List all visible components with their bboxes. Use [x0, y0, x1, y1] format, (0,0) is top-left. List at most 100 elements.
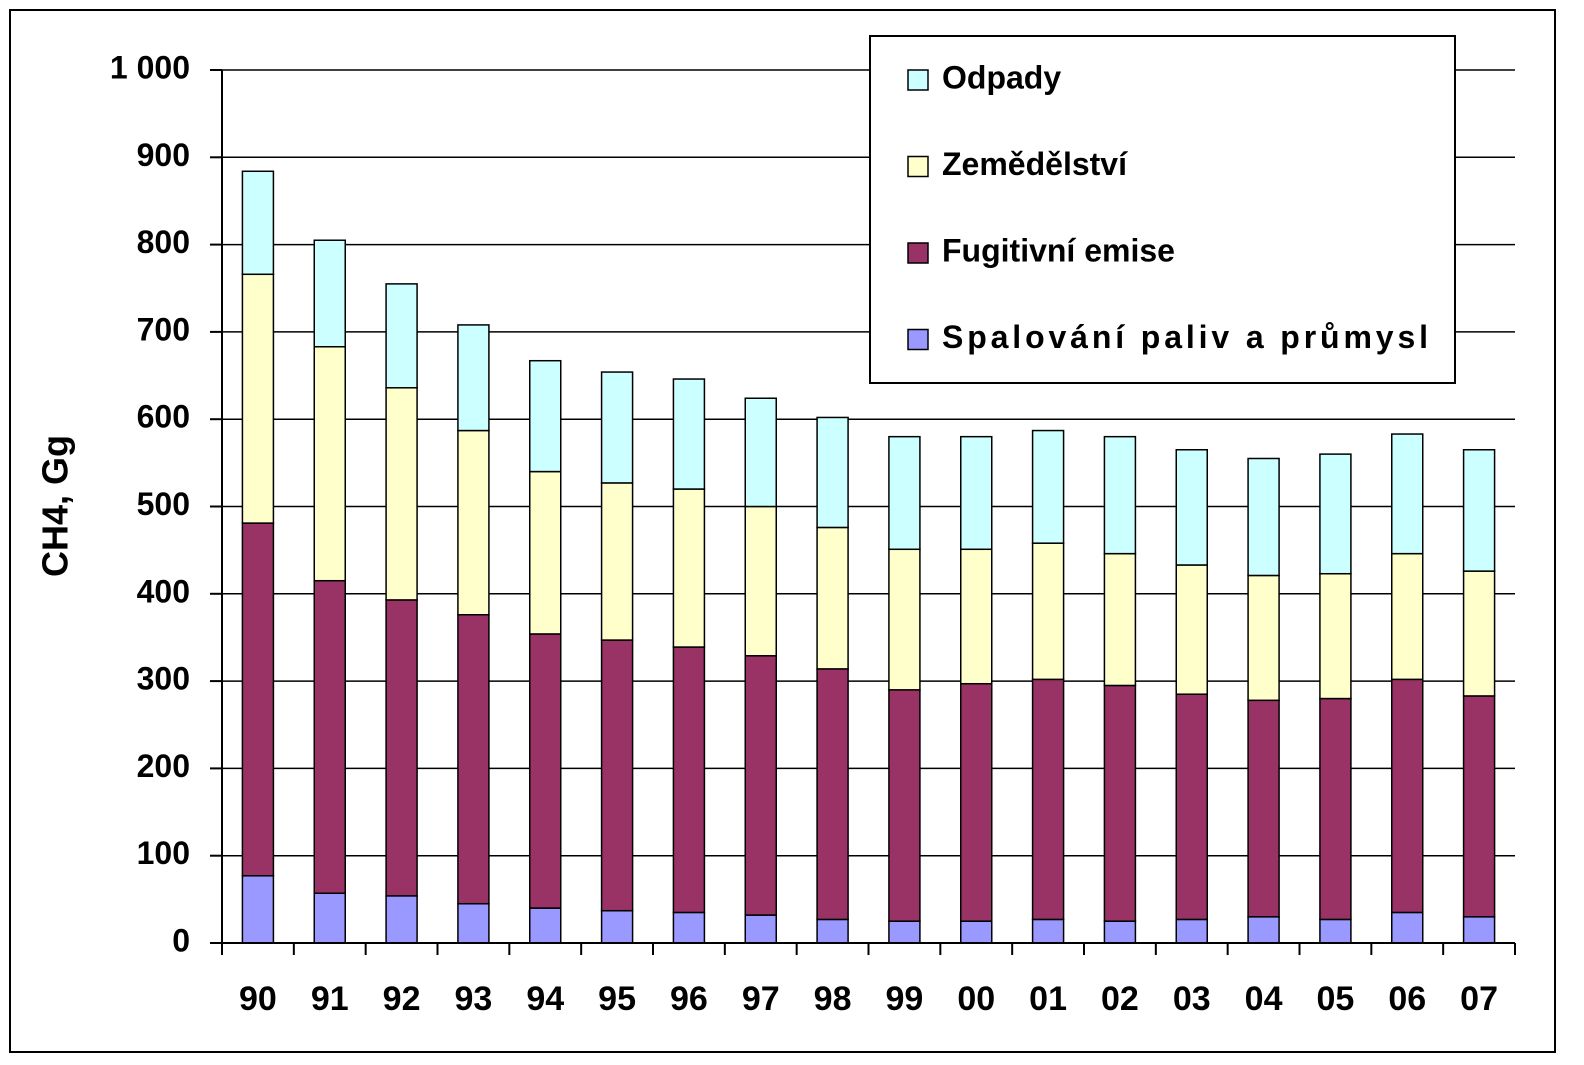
- legend-label: Odpady: [942, 59, 1061, 95]
- bar-segment: [1319, 697, 1352, 921]
- bar-segment: [529, 359, 562, 473]
- bar-segment: [816, 918, 849, 944]
- bar-segment: [241, 170, 275, 276]
- bar-segment: [457, 429, 490, 616]
- bar-segment: [313, 579, 346, 894]
- bar-segment: [1319, 918, 1352, 944]
- x-tick-label: 90: [239, 980, 277, 1018]
- bar-segment: [1103, 435, 1137, 555]
- x-tick-label: 97: [742, 980, 780, 1018]
- y-tick-label: 900: [137, 137, 190, 173]
- bar-segment: [1247, 699, 1280, 918]
- bar-segment: [672, 911, 706, 944]
- x-tick-label: 93: [455, 980, 493, 1018]
- bar-segment: [600, 909, 634, 944]
- y-tick-label: 800: [137, 224, 190, 260]
- y-tick-label: 300: [137, 661, 190, 697]
- y-tick-label: 400: [137, 573, 190, 609]
- bar-segment: [241, 273, 275, 524]
- bar-segment: [1031, 542, 1065, 681]
- bar-segment: [313, 892, 346, 944]
- bar-segment: [1319, 453, 1352, 575]
- x-tick-label: 06: [1388, 980, 1426, 1018]
- legend-label: Spalování paliv a průmysl: [942, 319, 1428, 355]
- bar-segment: [672, 378, 706, 490]
- legend-swatch: [907, 155, 929, 178]
- bar-segment: [1175, 564, 1208, 695]
- bar-segment: [385, 895, 418, 944]
- bar-segment: [241, 522, 275, 877]
- x-tick-label: 94: [526, 980, 564, 1018]
- y-tick-label: 1 000: [110, 49, 190, 85]
- bar-segment: [529, 633, 562, 909]
- bar-segment: [385, 599, 418, 897]
- legend-swatch: [907, 69, 929, 91]
- bar-segment: [672, 646, 706, 914]
- bar-segment: [1462, 916, 1496, 944]
- bar-segment: [744, 505, 777, 657]
- bar-segment: [1247, 457, 1280, 577]
- bar-segment: [744, 397, 777, 508]
- bar-segment: [313, 345, 346, 582]
- bar-segment: [385, 387, 418, 601]
- bar-segment: [960, 435, 993, 551]
- bar-segment: [313, 239, 346, 348]
- y-tick-label: 500: [137, 486, 190, 522]
- x-tick-label: 01: [1029, 980, 1067, 1018]
- bar-segment: [600, 639, 634, 912]
- bar-segment: [1391, 678, 1424, 914]
- bar-segment: [600, 371, 634, 484]
- bar-segment: [816, 668, 849, 921]
- x-tick-label: 99: [886, 980, 924, 1018]
- bar-segment: [457, 614, 490, 905]
- bar-segment: [1175, 449, 1208, 566]
- y-tick-label: 0: [172, 922, 190, 958]
- bar-segment: [1031, 429, 1065, 544]
- bar-segment: [529, 470, 562, 635]
- legend-swatch: [907, 242, 929, 264]
- x-tick-label: 91: [311, 980, 349, 1018]
- x-tick-label: 96: [670, 980, 708, 1018]
- bar-segment: [1175, 693, 1208, 921]
- bar-segment: [1175, 918, 1208, 944]
- y-tick-label: 100: [137, 835, 190, 871]
- bar-segment: [888, 435, 921, 551]
- bar-segment: [1462, 449, 1496, 572]
- bar-segment: [1462, 570, 1496, 697]
- y-tick-label: 600: [137, 399, 190, 435]
- bar-segment: [744, 655, 777, 916]
- bar-segment: [1103, 684, 1137, 922]
- bar-segment: [1031, 678, 1065, 921]
- bar-segment: [1103, 552, 1137, 687]
- legend-swatch: [907, 328, 929, 351]
- bar-segment: [457, 902, 490, 944]
- bar-segment: [1031, 918, 1065, 944]
- bar-segment: [672, 488, 706, 648]
- legend-box: [869, 35, 1456, 384]
- bar-segment: [960, 920, 993, 944]
- x-tick-label: 04: [1245, 980, 1283, 1018]
- y-tick-label: 700: [137, 311, 190, 347]
- bar-segment: [1391, 911, 1424, 944]
- x-tick-label: 00: [957, 980, 995, 1018]
- bar-segment: [960, 682, 993, 922]
- legend-label: Fugitivní emise: [942, 232, 1175, 268]
- x-tick-label: 02: [1101, 980, 1139, 1018]
- bar-segment: [888, 689, 921, 922]
- bar-segment: [888, 920, 921, 944]
- bar-segment: [1462, 695, 1496, 918]
- legend-label: Zemědělství: [942, 146, 1128, 182]
- bar-segment: [385, 283, 418, 389]
- bar-segment: [816, 416, 849, 529]
- bar-segment: [457, 324, 490, 432]
- y-axis-label: CH4, Gg: [35, 435, 76, 577]
- x-tick-label: 92: [383, 980, 421, 1018]
- x-tick-label: 03: [1173, 980, 1211, 1018]
- x-tick-label: 95: [598, 980, 636, 1018]
- x-tick-label: 98: [814, 980, 852, 1018]
- bar-segment: [241, 875, 275, 944]
- bar-segment: [1247, 574, 1280, 702]
- y-tick-label: 200: [137, 748, 190, 784]
- bar-segment: [1391, 552, 1424, 681]
